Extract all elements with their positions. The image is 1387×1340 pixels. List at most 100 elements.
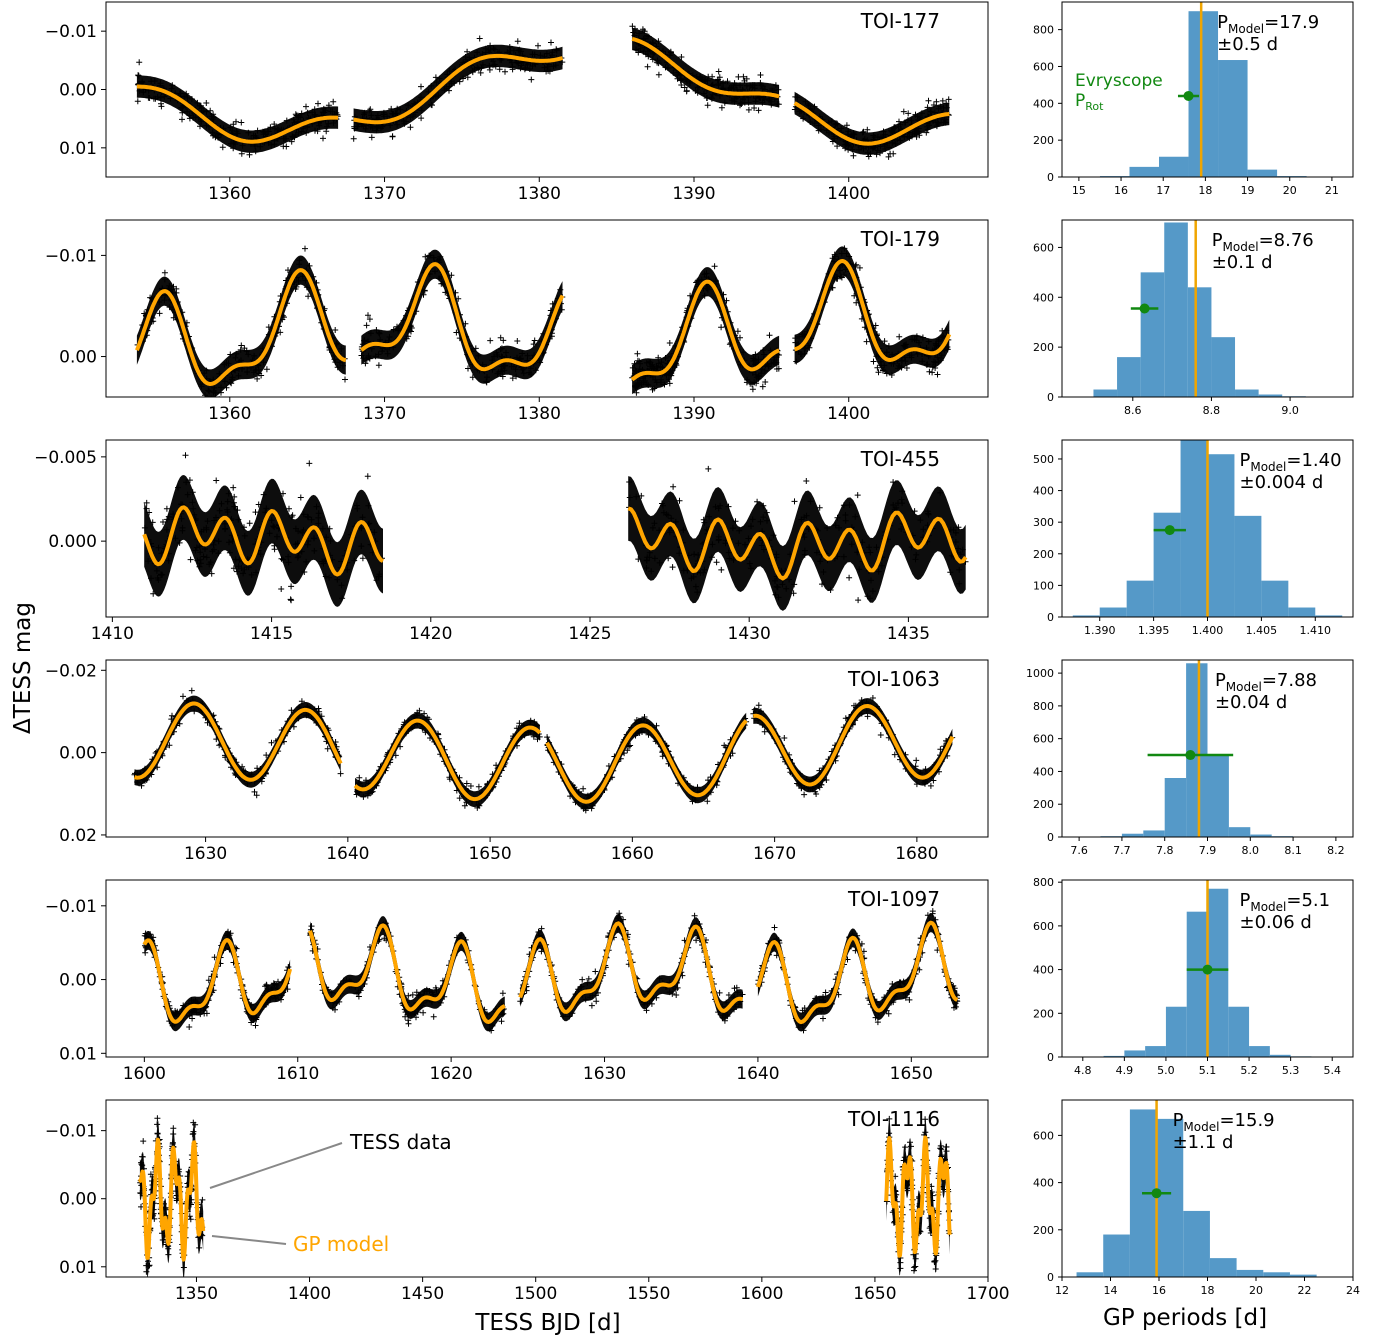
histogram-bar — [1315, 615, 1343, 617]
hist-y-tick-label: 600 — [1033, 1129, 1054, 1142]
histogram-bar — [1186, 663, 1208, 837]
gp-model-label: GP model — [293, 1232, 389, 1256]
histogram-bar — [1228, 1006, 1250, 1057]
x-tick-label: 1640 — [326, 844, 369, 864]
hist-x-tick-label: 5.2 — [1240, 1064, 1258, 1077]
evryscope-point — [1202, 964, 1213, 975]
model-period-label: PModel=15.9 — [1173, 1110, 1275, 1134]
x-tick-label: 1415 — [250, 624, 293, 644]
histogram-bar — [1187, 287, 1212, 397]
hist-x-tick-label: 4.8 — [1074, 1064, 1092, 1077]
hist-y-tick-label: 200 — [1033, 798, 1054, 811]
lightcurve-frame — [105, 1099, 989, 1278]
model-period-uncertainty: ±0.004 d — [1240, 472, 1324, 493]
histogram-bar — [1121, 833, 1144, 837]
hist-x-tick-label: 5.3 — [1282, 1064, 1300, 1077]
x-tick-label: 1640 — [736, 1064, 779, 1084]
histogram-panel: 1.390 1.395 1.400 1.405 1.410 0 100 200 300 400 50… — [1033, 439, 1354, 637]
y-tick-label: 0.000 — [48, 532, 97, 552]
model-period-label: PModel=1.40 — [1240, 450, 1342, 474]
histogram-bar — [1263, 1272, 1290, 1277]
x-tick-label: 1420 — [409, 624, 452, 644]
tess-data-points — [131, 687, 956, 814]
histogram-bar — [1211, 337, 1236, 397]
hist-y-tick-label: 400 — [1033, 485, 1054, 498]
tess-data-band-0 — [144, 930, 291, 1032]
hist-x-tick-label: 1.410 — [1300, 624, 1332, 637]
hist-x-tick-label: 5.4 — [1323, 1064, 1341, 1077]
hist-x-tick-label: 15 — [1072, 184, 1086, 197]
x-tick-label: 1380 — [518, 404, 561, 424]
histogram-bar — [1143, 830, 1165, 837]
hist-y-tick-label: 500 — [1033, 453, 1054, 466]
hist-x-tick-label: 19 — [1241, 184, 1255, 197]
histogram-bar — [1188, 11, 1219, 178]
x-tick-label: 1360 — [208, 404, 251, 424]
y-tick-label: 0.02 — [59, 826, 97, 846]
gp-model-lines — [142, 920, 959, 1025]
x-tick-label: 1390 — [672, 404, 715, 424]
lightcurve-frame — [105, 439, 989, 618]
hist-y-tick-label: 600 — [1033, 241, 1054, 254]
gp-model-line-0 — [136, 84, 339, 144]
x-tick-label: 1425 — [568, 624, 611, 644]
hist-x-tick-label: 1.395 — [1138, 624, 1170, 637]
tess-data-crosses-0 — [134, 245, 348, 397]
tess-data-pointer — [209, 1142, 343, 1189]
hist-x-tick-label: 7.8 — [1156, 844, 1174, 857]
histogram-bar — [1288, 607, 1316, 617]
hist-y-tick-label: 400 — [1033, 765, 1054, 778]
hist-x-tick-label: 20 — [1283, 184, 1297, 197]
model-period-label: PModel=8.76 — [1212, 230, 1314, 254]
histogram-bar — [1093, 389, 1118, 397]
hist-y-tick-label: 200 — [1033, 548, 1054, 561]
hist-y-tick-label: 300 — [1033, 516, 1054, 529]
x-tick-label: 1370 — [363, 404, 406, 424]
panel-title: TOI-1063 — [847, 667, 940, 691]
gp-model-pointer — [211, 1235, 287, 1245]
histogram-bar — [1207, 755, 1229, 837]
x-tick-label: 1630 — [583, 1064, 626, 1084]
histogram-bar — [1165, 1006, 1187, 1057]
gp-model-line-0 — [142, 938, 293, 1024]
histogram-bar — [1186, 911, 1208, 1057]
evryscope-point — [1185, 750, 1196, 761]
hist-y-tick-label: 200 — [1033, 1007, 1054, 1020]
gp-model-line-2 — [545, 719, 748, 804]
histogram-bar — [1145, 1046, 1166, 1057]
hist-y-tick-label: 400 — [1033, 964, 1054, 977]
tess-data-points — [134, 245, 952, 397]
hist-y-tick-label: 0 — [1047, 1271, 1054, 1284]
hist-x-tick-label: 16 — [1152, 1284, 1166, 1297]
histogram-bar — [1207, 454, 1235, 617]
hist-x-tick-label: 18 — [1201, 1284, 1215, 1297]
histogram-bar — [1103, 1234, 1130, 1277]
tess-data-band-0 — [134, 695, 341, 788]
x-tick-label: 1400 — [827, 404, 870, 424]
hist-y-tick-label: 200 — [1033, 341, 1054, 354]
histogram-bar — [1164, 222, 1188, 397]
hist-x-tick-label: 20 — [1249, 1284, 1263, 1297]
y-tick-label: 0.00 — [59, 744, 97, 764]
model-period-uncertainty: ±0.5 d — [1217, 34, 1278, 55]
gp-model-line-1 — [353, 53, 564, 125]
hist-x-tick-label: 7.9 — [1199, 844, 1217, 857]
x-tick-label: 1660 — [611, 844, 654, 864]
histogram-bar — [1156, 1118, 1184, 1277]
gp-model-line-0 — [138, 1137, 206, 1262]
evryscope-point — [1164, 525, 1175, 536]
y-tick-label: 0.00 — [59, 81, 97, 101]
gp-model-line-0 — [133, 701, 343, 782]
histogram-frame — [1061, 1, 1354, 178]
model-period-label: PModel=7.88 — [1215, 670, 1317, 694]
tess-data-band-0 — [136, 75, 339, 153]
hist-x-tick-label: 12 — [1055, 1284, 1069, 1297]
y-tick-label: 0.01 — [59, 139, 97, 159]
y-tick-label: −0.01 — [45, 246, 97, 266]
gp-model-line-1 — [627, 506, 968, 581]
panel-row-0: 1360 1370 1380 1390 1400 −0.01 0.00 0.01 TOI-177… — [45, 1, 1354, 204]
panel-row-2: 1410 1415 1420 1425 1430 1435 −0.005 0.000 TOI-4… — [34, 439, 1354, 644]
hist-y-tick-label: 400 — [1033, 97, 1054, 110]
model-period-uncertainty: ±1.1 d — [1173, 1132, 1234, 1153]
gp-model-line-1 — [308, 923, 506, 1024]
